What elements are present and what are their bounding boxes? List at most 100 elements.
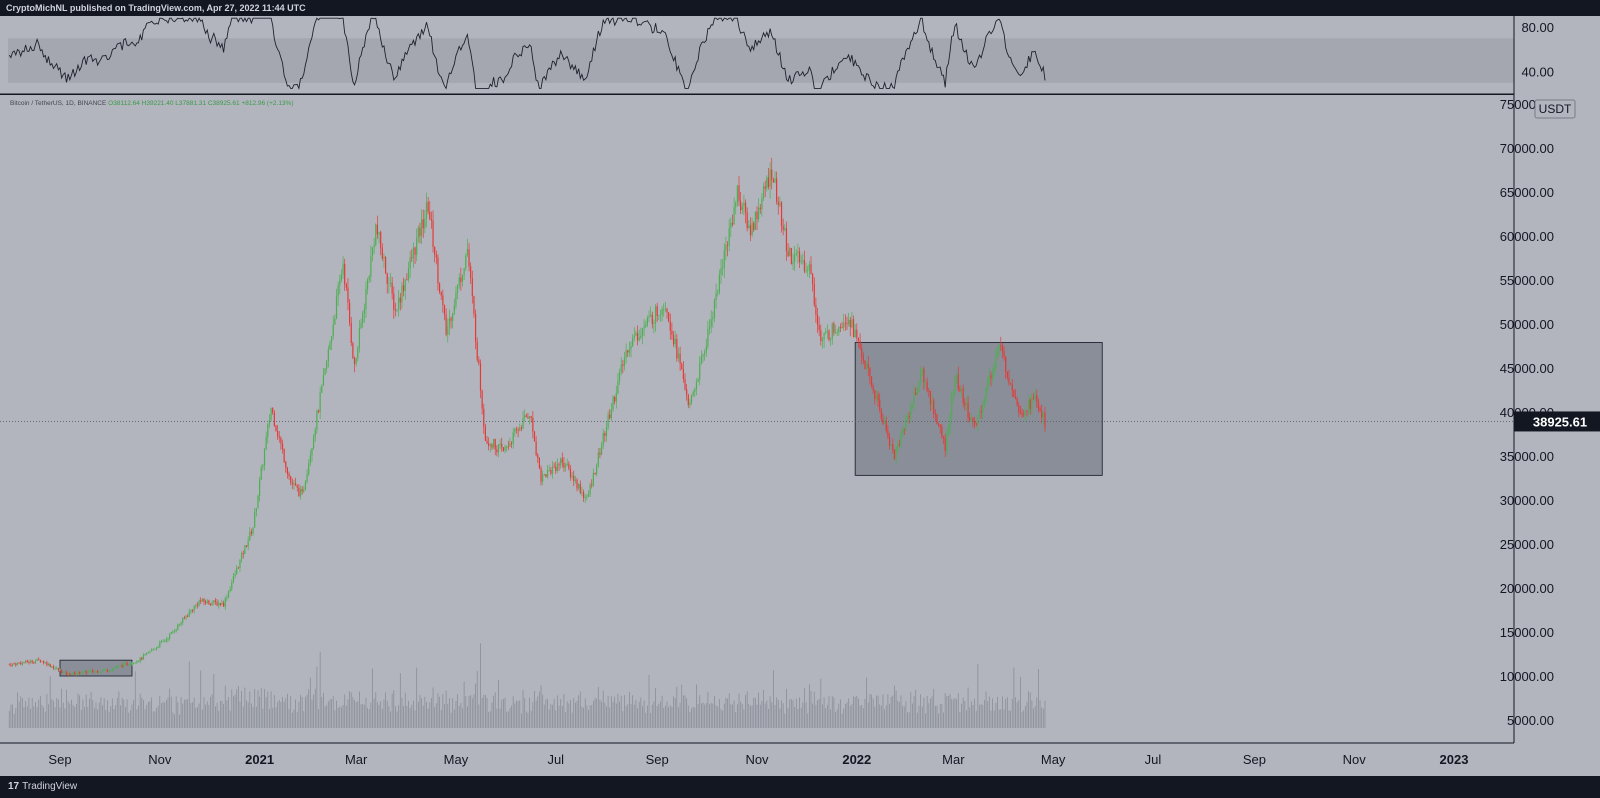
candle-body: [892, 444, 894, 450]
chart-canvas[interactable]: 80.00 40.00 5000.00 10000.00 15000.00 20000.…: [0, 0, 1600, 776]
candle-body: [708, 326, 711, 329]
candle-body: [785, 228, 788, 252]
candle-body: [756, 211, 758, 220]
candle-body: [216, 601, 218, 606]
candle-body: [414, 247, 416, 255]
candle-body: [381, 248, 383, 259]
candle-body: [869, 367, 871, 377]
candle-body: [170, 631, 172, 634]
candle-body: [618, 372, 621, 381]
candle-body: [79, 671, 81, 675]
candle-body: [731, 222, 734, 225]
candle-body: [771, 169, 773, 180]
candle-body: [290, 476, 292, 483]
candle-body: [525, 415, 527, 417]
candle-body: [681, 363, 683, 370]
candle-body: [941, 426, 943, 437]
candle-body: [20, 663, 22, 665]
candle-body: [792, 261, 794, 264]
candle-body: [995, 356, 997, 367]
candle-body: [404, 279, 406, 291]
candle-body: [317, 410, 320, 412]
candle-body: [151, 649, 153, 652]
candle-body: [339, 279, 341, 286]
candle-body: [363, 309, 365, 314]
candle-body: [550, 470, 552, 474]
candle-body: [474, 313, 477, 342]
candle-body: [753, 223, 755, 230]
candle-body: [383, 257, 385, 259]
candle-body: [596, 465, 598, 475]
candle-body: [461, 274, 464, 282]
time-axis-bg[interactable]: [0, 743, 1514, 776]
candle-body: [465, 255, 467, 269]
candle-body: [697, 379, 699, 382]
price-axis-bg[interactable]: [1514, 16, 1600, 743]
candle-body: [877, 395, 879, 401]
rsi-tick-label: 40.00: [1521, 65, 1554, 80]
candle-body: [988, 375, 990, 382]
candle-body: [776, 178, 778, 202]
candle-body: [448, 318, 451, 327]
candle-body: [996, 350, 999, 357]
candle-body: [486, 440, 488, 444]
candle-body: [969, 417, 971, 420]
candle-body: [987, 381, 989, 389]
candle-body: [802, 260, 804, 262]
candle-body: [841, 327, 843, 329]
candle-body: [1041, 410, 1043, 418]
candle-body: [188, 611, 190, 617]
candle-body: [342, 263, 344, 275]
candle-body: [903, 429, 905, 431]
candle-body: [654, 306, 657, 323]
candle-body: [795, 252, 797, 255]
candle-body: [759, 207, 761, 210]
candle-body: [121, 665, 123, 668]
candle-body: [646, 317, 648, 325]
candle-body: [164, 640, 166, 642]
candle-body: [46, 662, 48, 666]
candle-body: [956, 374, 958, 378]
candle-body: [396, 309, 398, 311]
candle-body: [1024, 411, 1026, 415]
candle-body: [481, 390, 483, 409]
candle-body: [466, 249, 469, 256]
candle-body: [632, 338, 634, 347]
candle-body: [131, 662, 133, 665]
candle-body: [440, 292, 442, 296]
candle-body: [551, 466, 554, 474]
candle-body: [10, 664, 12, 666]
candle-body: [964, 402, 966, 405]
price-axis-ticks: 5000.00 10000.00 15000.00 20000.00 25000.00 3…: [1500, 97, 1554, 728]
range-box[interactable]: [59, 659, 133, 677]
candle-body: [813, 283, 815, 305]
tradingview-logo[interactable]: 17 TradingView: [0, 776, 77, 798]
candle-body: [852, 319, 855, 338]
candle-body: [101, 670, 104, 672]
currency-badge[interactable]: [1534, 99, 1576, 119]
candle-body: [90, 670, 92, 672]
candle-body: [893, 449, 896, 460]
candlesticks: [8, 157, 1046, 677]
candle-body: [375, 224, 377, 246]
candle-body: [844, 322, 846, 324]
candle-body: [419, 227, 421, 236]
candle-body: [227, 591, 230, 598]
candle-body: [65, 671, 68, 676]
candle-body: [772, 179, 774, 183]
candle-body: [187, 616, 189, 618]
candle-body: [133, 662, 135, 664]
y-tick-label: 60000.00: [1500, 229, 1554, 244]
candle-body: [794, 254, 796, 262]
candle-body: [11, 663, 14, 666]
candle-body: [402, 285, 405, 291]
candle-body: [900, 433, 902, 445]
candle-body: [717, 292, 719, 294]
range-box[interactable]: [854, 342, 1103, 476]
candle-body: [566, 463, 568, 466]
candle-body: [74, 672, 76, 675]
candle-body: [581, 492, 583, 493]
candle-body: [517, 429, 519, 431]
candle-body: [44, 662, 46, 664]
candle-body: [733, 207, 735, 225]
